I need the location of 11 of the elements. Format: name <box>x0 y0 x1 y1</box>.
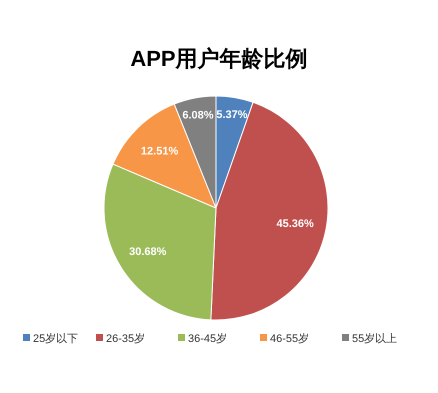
data-label: 12.51% <box>140 145 178 158</box>
legend-label: 55岁以上 <box>352 332 398 345</box>
data-label: 45.36% <box>276 218 314 230</box>
data-label: 5.37% <box>216 109 248 121</box>
data-label: 30.68% <box>129 246 167 258</box>
legend-label: 36-45岁 <box>188 332 228 345</box>
chart-title: APP用户年龄比例 <box>130 46 308 71</box>
legend-label: 26-35岁 <box>106 332 146 345</box>
legend-label: 25岁以下 <box>33 332 78 345</box>
data-label: 6.08% <box>182 109 214 122</box>
legend-label: 46-55岁 <box>270 332 310 345</box>
